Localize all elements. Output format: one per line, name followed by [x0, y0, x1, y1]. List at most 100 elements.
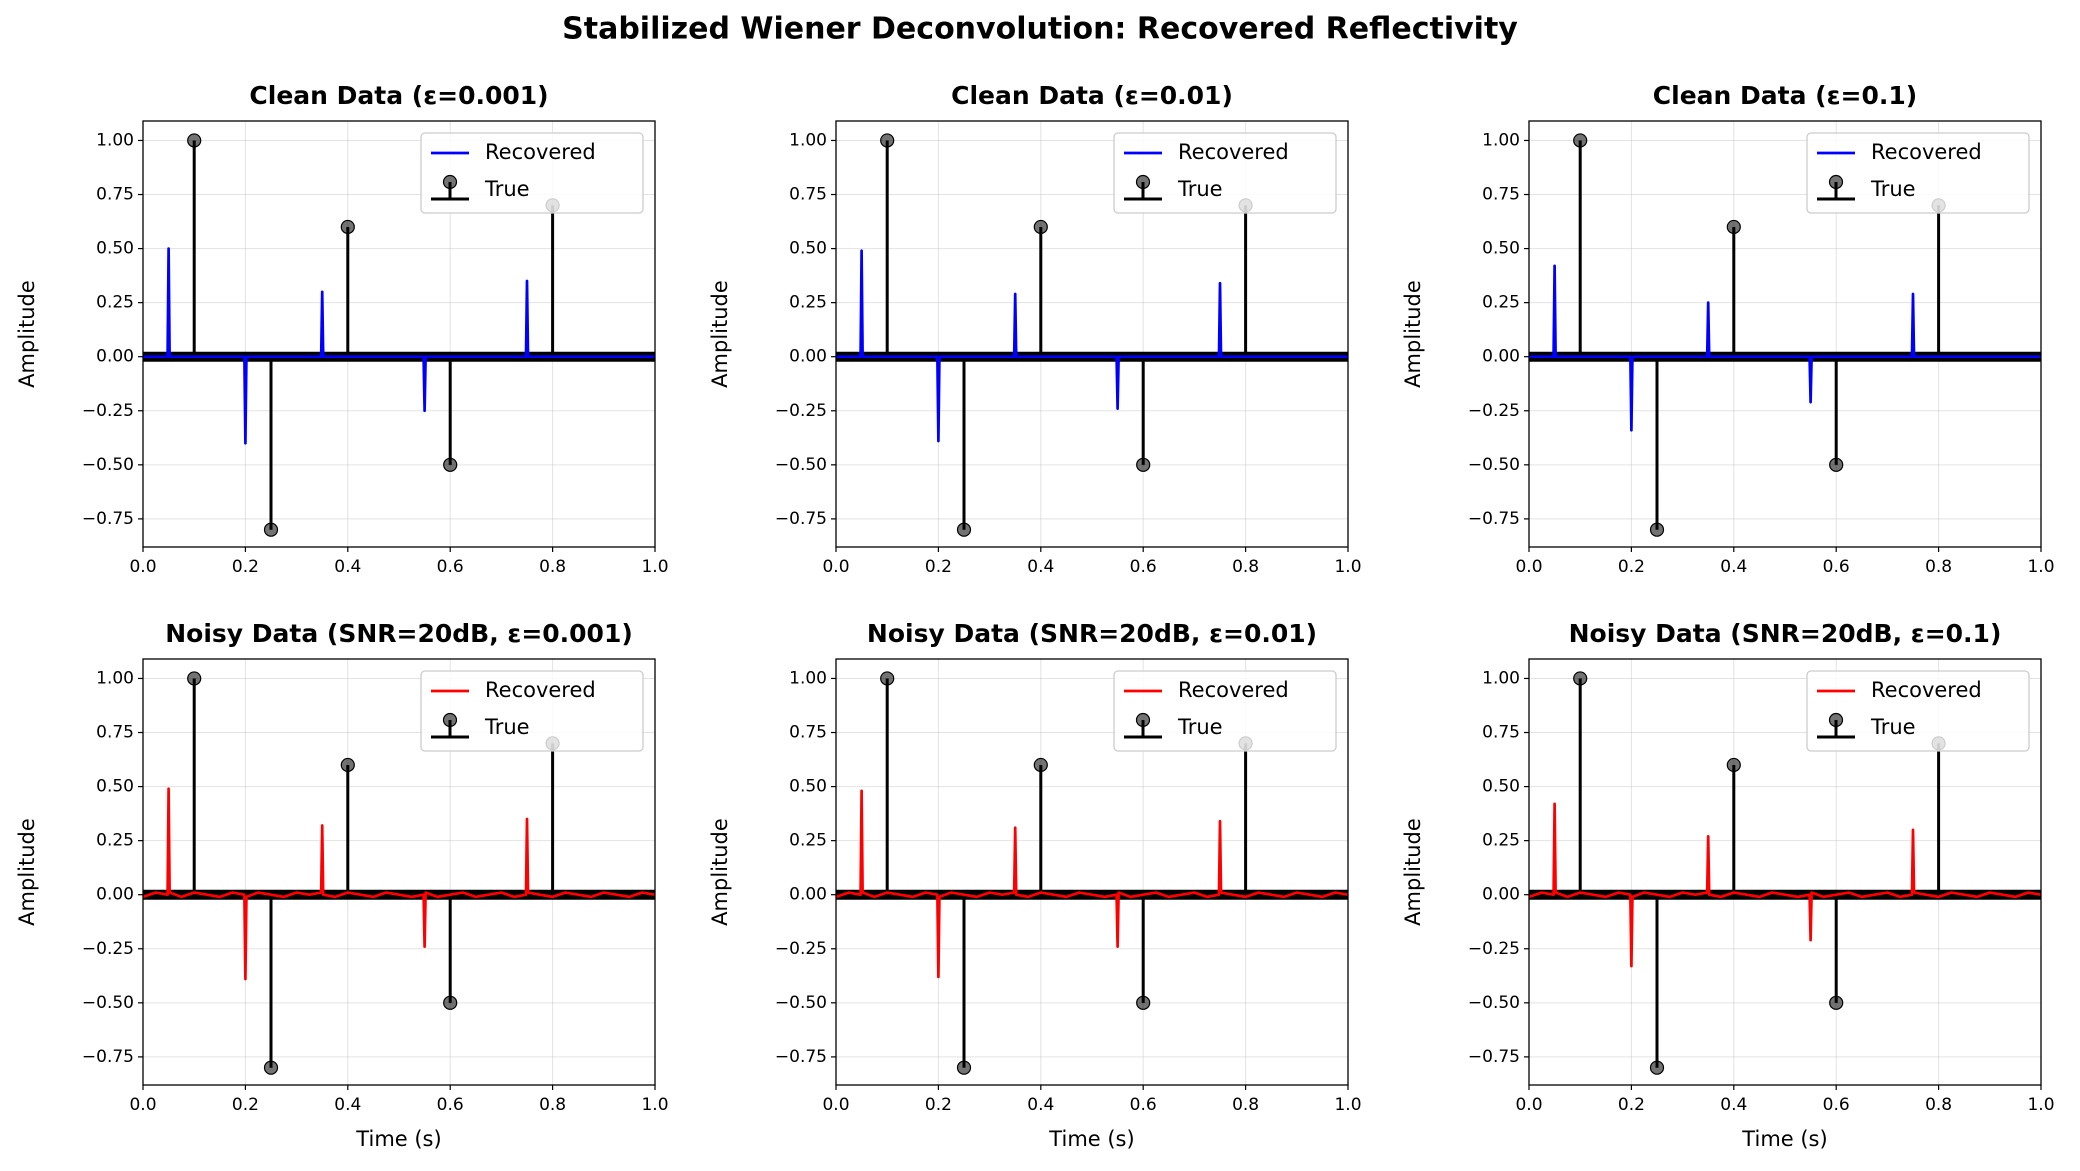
x-tick-label: 0.8 — [1925, 557, 1952, 577]
x-tick-label: 0.2 — [232, 1095, 259, 1115]
legend-label: Recovered — [1871, 140, 1982, 164]
x-axis-label: Time (s) — [1741, 1127, 1827, 1151]
x-axis-label: Time (s) — [1048, 1127, 1134, 1151]
x-tick-label: 0.2 — [232, 557, 259, 577]
stem-marker — [340, 757, 355, 773]
y-tick-label: 0.25 — [789, 831, 827, 851]
legend: Recovered True — [420, 132, 644, 214]
y-tick-label: 0.00 — [96, 347, 134, 367]
legend-label: Recovered — [1871, 678, 1982, 702]
x-tick-label: 0.0 — [129, 1095, 156, 1115]
y-tick-label: 1.00 — [789, 130, 827, 150]
y-tick-label: 0.25 — [1482, 293, 1520, 313]
axes-frame — [142, 658, 656, 1086]
y-tick-label: −0.25 — [775, 401, 827, 421]
recovered-line — [143, 247, 655, 445]
x-tick-label: 0.4 — [1720, 557, 1747, 577]
y-tick-label: 0.75 — [96, 723, 134, 743]
x-tick-label: 0.4 — [1720, 1095, 1747, 1115]
y-tick-label: 0.75 — [96, 185, 134, 205]
legend: Recovered True — [1113, 132, 1337, 214]
y-tick-label: 0.00 — [1482, 885, 1520, 905]
axes-frame — [835, 120, 1349, 548]
y-tick-label: −0.25 — [1468, 939, 1520, 959]
y-tick-label: 0.50 — [1482, 239, 1520, 259]
x-tick-label: 0.6 — [437, 1095, 464, 1115]
legend: Recovered True — [1806, 132, 2030, 214]
x-tick-label: 1.0 — [2027, 557, 2054, 577]
y-axis-label: Amplitude — [15, 280, 39, 388]
x-tick-label: 0.8 — [539, 557, 566, 577]
y-tick-label: −0.75 — [1468, 1047, 1520, 1067]
x-tick-label: 1.0 — [1334, 1095, 1361, 1115]
legend: Recovered True — [420, 670, 644, 752]
x-tick-label: 0.2 — [1618, 557, 1645, 577]
legend-box — [1113, 670, 1337, 752]
legend-label: True — [1870, 715, 1916, 739]
x-tick-label: 0.6 — [1823, 1095, 1850, 1115]
subplot-title: Noisy Data (SNR=20dB, ε=0.01) — [867, 619, 1317, 648]
stem-marker — [880, 133, 895, 148]
stem-marker — [1829, 995, 1844, 1010]
x-tick-label: 0.8 — [1925, 1095, 1952, 1115]
stem-marker — [1649, 522, 1665, 537]
legend-label: True — [1177, 715, 1223, 739]
legend-swatch — [442, 712, 458, 728]
legend-label: Recovered — [485, 678, 596, 702]
x-tick-label: 0.6 — [1130, 557, 1157, 577]
y-tick-label: 0.00 — [1482, 347, 1520, 367]
x-tick-label: 1.0 — [641, 1095, 668, 1115]
subplot: 0.0 0.2 0.4 0.6 0.8 1.0 −0.75 −0.50 −0.25 0.00 0.2… — [1401, 81, 2055, 577]
y-tick-label: −0.25 — [82, 939, 134, 959]
legend-box — [1806, 132, 2030, 214]
y-tick-label: −0.50 — [775, 455, 827, 475]
legend-swatch — [1135, 174, 1151, 190]
stem-marker — [1573, 133, 1588, 148]
figure-title: Stabilized Wiener Deconvolution: Recover… — [562, 12, 1518, 47]
recovered-line — [1528, 802, 2042, 968]
y-tick-label: −0.25 — [82, 401, 134, 421]
subplot: 0.0 0.2 0.4 0.6 0.8 1.0 −0.75 −0.50 −0.25 0.00 0.2… — [708, 619, 1362, 1151]
y-tick-label: 0.75 — [789, 185, 827, 205]
x-tick-label: 1.0 — [641, 557, 668, 577]
y-tick-label: 0.00 — [96, 885, 134, 905]
axes-frame — [835, 658, 1349, 1086]
y-tick-label: 0.50 — [96, 777, 134, 797]
x-tick-label: 0.0 — [822, 1095, 849, 1115]
y-tick-label: −0.75 — [1468, 509, 1520, 529]
stem-marker — [1829, 457, 1844, 472]
x-tick-label: 0.6 — [437, 557, 464, 577]
x-tick-label: 0.4 — [1027, 557, 1054, 577]
x-tick-label: 1.0 — [2027, 1095, 2054, 1115]
subplot: 0.0 0.2 0.4 0.6 0.8 1.0 −0.75 −0.50 −0.25 0.00 0.2… — [15, 81, 669, 577]
x-tick-label: 0.0 — [1515, 557, 1542, 577]
subplot: 0.0 0.2 0.4 0.6 0.8 1.0 −0.75 −0.50 −0.25 0.00 0.2… — [1401, 619, 2055, 1151]
y-tick-label: −0.50 — [82, 993, 134, 1013]
x-tick-label: 0.2 — [1618, 1095, 1645, 1115]
x-tick-label: 0.8 — [539, 1095, 566, 1115]
recovered-line — [142, 787, 656, 981]
y-tick-label: 1.00 — [96, 130, 134, 150]
stem-marker — [263, 1060, 279, 1075]
x-tick-label: 0.0 — [822, 557, 849, 577]
y-axis-label: Amplitude — [708, 280, 732, 388]
subplot-title: Noisy Data (SNR=20dB, ε=0.001) — [165, 619, 633, 648]
y-axis-label: Amplitude — [1401, 818, 1425, 926]
y-tick-label: 0.50 — [789, 239, 827, 259]
subplot-title: Noisy Data (SNR=20dB, ε=0.1) — [1569, 619, 2002, 648]
x-tick-label: 0.4 — [334, 1095, 361, 1115]
y-tick-label: 0.75 — [1482, 723, 1520, 743]
stem-marker — [187, 671, 202, 686]
legend-swatch — [442, 174, 458, 190]
legend-box — [1806, 670, 2030, 752]
recovered-line — [836, 249, 1348, 443]
y-tick-label: 1.00 — [1482, 130, 1520, 150]
x-tick-label: 0.2 — [925, 1095, 952, 1115]
y-tick-label: 0.75 — [789, 723, 827, 743]
legend-box — [420, 132, 644, 214]
y-tick-label: 0.25 — [96, 831, 134, 851]
x-tick-label: 0.4 — [334, 557, 361, 577]
y-tick-label: 0.50 — [96, 239, 134, 259]
y-tick-label: −0.50 — [82, 455, 134, 475]
